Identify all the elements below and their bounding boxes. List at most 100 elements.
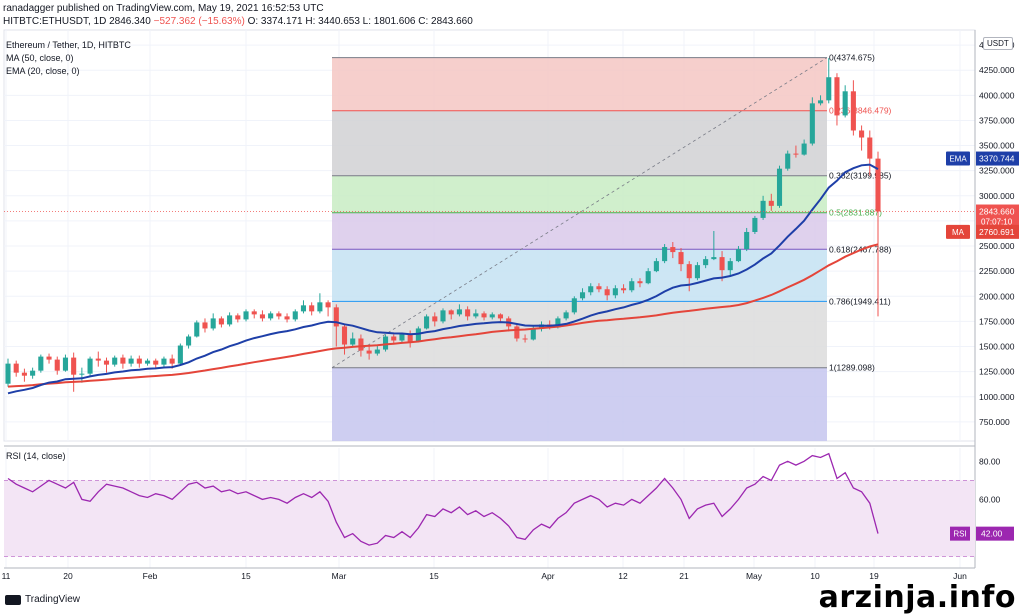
candle-body xyxy=(604,289,610,296)
time-tick-label: Apr xyxy=(541,571,554,581)
candle-body xyxy=(875,158,881,212)
fib-level-label: 0.382(3199.985) xyxy=(829,171,892,181)
time-tick-label: Mar xyxy=(332,571,347,581)
candle-body xyxy=(210,318,216,329)
candle-body xyxy=(227,315,233,325)
price-tick-label: 4000.000 xyxy=(979,90,1015,100)
candle-body xyxy=(300,305,307,312)
candle-body xyxy=(686,264,692,279)
candle-body xyxy=(768,200,774,206)
candle-body xyxy=(588,286,594,293)
candle-body xyxy=(489,314,495,318)
rsi-band xyxy=(4,480,975,557)
candle-body xyxy=(5,363,11,384)
candle-body xyxy=(399,334,405,341)
rsi-value-badge xyxy=(976,526,1014,541)
badge-text: 2760.691 xyxy=(979,227,1015,237)
candle-body xyxy=(268,313,274,319)
candle-body xyxy=(719,257,725,271)
candle-body xyxy=(653,261,659,272)
candle-body xyxy=(670,247,676,253)
symbol-ohlc-line: HITBTC:ETHUSDT, 1D 2846.340 −527.362 (−1… xyxy=(3,16,473,27)
time-axis[interactable]: 11 20 Feb 15 Mar 15 Apr 12 21 May 10 19 Jun xyxy=(2,567,975,581)
candle-body xyxy=(202,322,208,329)
currency-badge[interactable]: USDT xyxy=(983,37,1013,50)
candle-body xyxy=(752,217,758,232)
candle-body xyxy=(79,373,85,375)
fib-zone-extension xyxy=(332,367,827,441)
candle-body xyxy=(645,271,651,284)
ema-20-line xyxy=(7,163,879,395)
rsi-tag-text: RSI xyxy=(953,530,966,539)
last-price-badge-bg xyxy=(976,204,1019,229)
ma-50-line xyxy=(7,243,879,388)
candle-body xyxy=(218,318,224,325)
countdown-text: 07:07:10 xyxy=(981,218,1013,227)
price-tick-label: 1500.000 xyxy=(979,342,1015,352)
fib-zone xyxy=(332,175,827,213)
candle-body xyxy=(333,307,339,327)
rsi-tick-label: 60.00 xyxy=(979,494,1001,504)
candle-body xyxy=(760,200,766,218)
candle-body xyxy=(842,91,848,116)
candle-body xyxy=(785,153,791,169)
candle-body xyxy=(440,310,446,322)
candle-body xyxy=(243,311,249,320)
badge-text: 3370.744 xyxy=(979,154,1015,164)
tradingview-label: TradingView xyxy=(25,594,81,605)
candle-body xyxy=(481,313,487,318)
time-tick-label: 21 xyxy=(679,571,689,581)
rsi-value-text: 42.00 xyxy=(981,529,1003,539)
candle-body xyxy=(177,345,183,364)
price-tick-label: 750.000 xyxy=(979,417,1010,427)
price-tick-label: 3750.000 xyxy=(979,115,1015,125)
time-tick-label: May xyxy=(746,571,763,581)
badge-tag-text: EMA xyxy=(949,155,967,164)
candle-body xyxy=(317,302,323,312)
candle-body xyxy=(826,77,832,101)
candle-body xyxy=(358,338,364,351)
candle-body xyxy=(703,259,709,266)
badge-tag-text: MA xyxy=(952,228,965,237)
candle-body xyxy=(87,358,93,374)
candle-body xyxy=(284,316,290,320)
badge-bg xyxy=(976,151,1019,166)
candle-body xyxy=(325,302,331,308)
ma-price-badge: MA 2760.691 xyxy=(946,224,1019,239)
candle-body xyxy=(103,360,110,365)
time-tick-label: 10 xyxy=(810,571,820,581)
candle-body xyxy=(621,288,627,291)
fib-zone xyxy=(332,110,827,176)
rsi-legend[interactable]: RSI (14, close) xyxy=(6,451,66,461)
candle-body xyxy=(522,338,528,340)
time-tick-label: 19 xyxy=(869,571,879,581)
candle-body xyxy=(694,265,700,279)
candle-body xyxy=(801,143,807,155)
price-tick-label: 4250.000 xyxy=(979,65,1015,75)
candle-body xyxy=(579,292,586,299)
candle-body xyxy=(497,314,503,319)
tradingview-brand[interactable]: TradingView xyxy=(5,594,80,605)
candle-body xyxy=(735,249,742,262)
candle-body xyxy=(136,358,142,364)
candle-body xyxy=(818,100,824,104)
candle-body xyxy=(374,349,380,354)
candle-body xyxy=(596,286,602,290)
price-axis[interactable]: 4500.0004250.0004000.0003750.0003500.000… xyxy=(974,30,1015,568)
ma-legend[interactable]: MA (50, close, 0) xyxy=(6,53,74,63)
ema-legend[interactable]: EMA (20, close, 0) xyxy=(6,66,80,76)
candle-body xyxy=(341,326,348,345)
candle-body xyxy=(128,358,134,364)
price-change: −527.362 (−15.63%) xyxy=(153,16,245,27)
fibonacci-retracement[interactable]: 0(4374.675) 0.236(3846.479) 0.382(3199.985… xyxy=(332,53,892,441)
watermark: arzinja.info xyxy=(818,580,1016,615)
candle-body xyxy=(169,358,175,364)
fib-zone xyxy=(332,249,827,302)
candle-body xyxy=(13,363,19,373)
candle-body xyxy=(144,360,151,364)
price-tick-label: 1750.000 xyxy=(979,316,1015,326)
candle-body xyxy=(530,328,536,340)
candle-body xyxy=(120,357,126,364)
